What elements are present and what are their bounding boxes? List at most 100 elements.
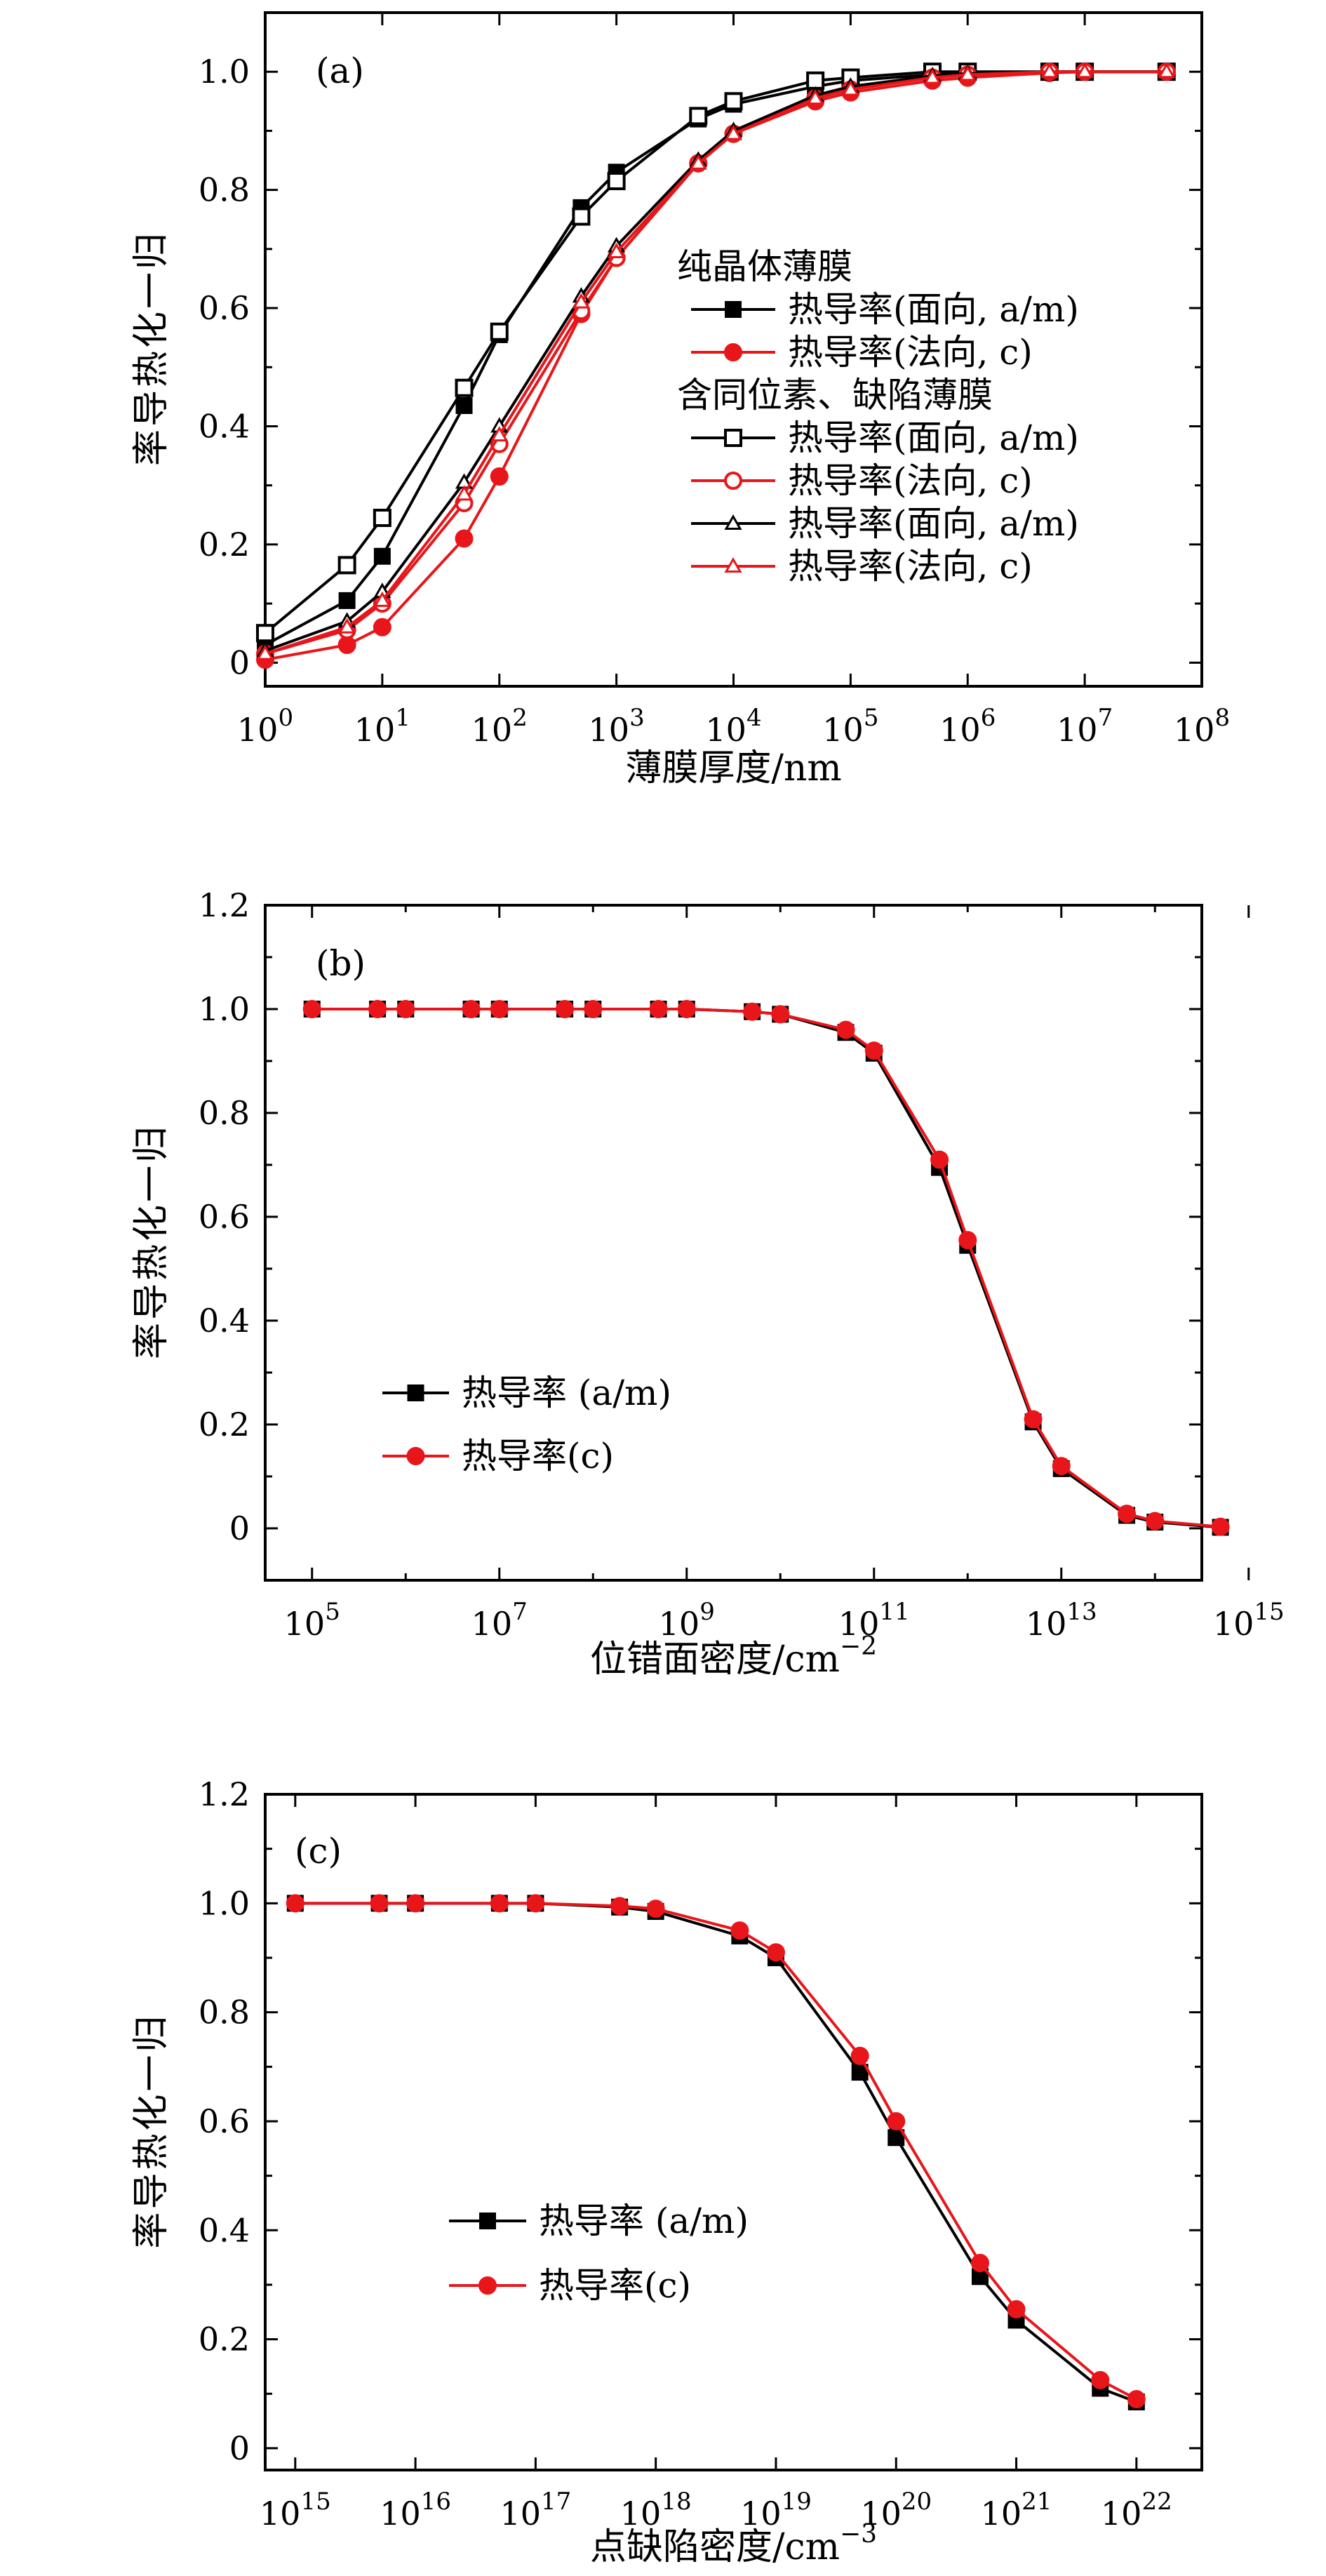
x-tick-label: 1018: [620, 2488, 692, 2532]
y-axis-title-char: 率: [130, 2212, 173, 2248]
data-point: [490, 426, 509, 442]
data-point: [490, 1000, 509, 1018]
y-tick-label: 0.8: [199, 1094, 250, 1132]
series-line: [312, 1008, 1221, 1528]
data-point: [730, 1921, 749, 1940]
y-tick-label: 0.4: [199, 1302, 250, 1340]
y-tick-label: 1.0: [199, 53, 250, 91]
series-1: [286, 1894, 1146, 2409]
y-axis-title-char: 热: [130, 351, 173, 387]
data-point: [373, 618, 391, 636]
y-tick-label: 0.4: [199, 2211, 250, 2249]
x-tick-label: 1015: [260, 2488, 331, 2532]
x-tick-label: 108: [1174, 704, 1230, 749]
x-tick-label: 1017: [500, 2488, 571, 2532]
legend: 热导率 (a/m) 热导率(c): [382, 1373, 671, 1476]
legend-marker: [724, 343, 742, 361]
data-point: [338, 618, 356, 634]
x-tick-label: 1016: [380, 2488, 451, 2532]
y-tick-label: 0.2: [199, 2321, 250, 2358]
data-point: [556, 1000, 575, 1018]
x-tick-label: 1013: [1026, 1598, 1097, 1643]
series-0: [286, 1895, 1145, 2410]
legend-marker: [478, 2276, 497, 2295]
x-tick-label: 107: [1057, 704, 1113, 749]
data-point: [646, 1900, 665, 1918]
x-tick-label: 103: [589, 704, 645, 749]
data-point: [958, 1231, 977, 1250]
x-tick-label: 107: [471, 1598, 528, 1643]
y-axis-title-char: 率: [130, 429, 173, 466]
data-point: [923, 68, 942, 84]
y-axis-title-char: 热: [130, 2133, 173, 2170]
y-axis-title-char: 导: [130, 1283, 173, 1320]
legend-marker: [406, 1447, 425, 1465]
y-axis-title-char: 化: [130, 1205, 173, 1241]
x-tick-label: 106: [939, 704, 996, 749]
plot-frame: [264, 904, 1203, 1582]
x-tick-label: 102: [471, 704, 528, 749]
data-point: [406, 1894, 425, 1913]
y-tick-label: 0.6: [199, 289, 250, 327]
y-axis-title-char: 一: [130, 1166, 173, 1202]
panel-label: (b): [316, 943, 366, 984]
data-point: [1127, 2390, 1146, 2409]
legend-label: 热导率 (a/m): [462, 1373, 671, 1413]
data-point: [337, 556, 356, 575]
data-point: [724, 92, 743, 111]
y-axis-title-char: 归: [130, 1126, 173, 1163]
data-point: [649, 1000, 668, 1018]
legend-marker: [479, 2213, 496, 2229]
data-point: [1007, 2300, 1026, 2318]
series-5: [256, 62, 1176, 660]
data-point: [1146, 1511, 1165, 1530]
data-point: [743, 1002, 762, 1021]
data-point: [368, 1000, 387, 1018]
data-point: [455, 397, 473, 414]
data-point: [490, 467, 509, 486]
data-point: [841, 80, 859, 96]
data-point: [373, 591, 391, 607]
data-point: [286, 1894, 304, 1913]
data-point: [1024, 1410, 1043, 1429]
legend-label: 热导率(c): [462, 1436, 614, 1476]
data-point: [370, 1894, 389, 1913]
series-0: [257, 63, 1175, 654]
data-point: [864, 1041, 883, 1060]
y-tick-label: 0.2: [199, 1406, 250, 1443]
data-point: [572, 207, 591, 226]
legend-marker: [725, 301, 742, 318]
x-tick-label: 1021: [981, 2488, 1052, 2532]
data-point: [256, 644, 274, 660]
y-tick-label: 0: [229, 2429, 250, 2467]
x-axis-title: 薄膜厚度/nm: [625, 747, 841, 789]
x-tick-label: 1015: [1213, 1598, 1285, 1643]
y-tick-label: 0.2: [199, 526, 250, 563]
data-point: [302, 1000, 321, 1018]
legend: 热导率 (a/m) 热导率(c): [449, 2201, 749, 2306]
legend-marker: [724, 556, 742, 573]
data-point: [572, 293, 590, 309]
data-point: [526, 1894, 545, 1913]
y-axis-title-char: 导: [130, 390, 173, 427]
x-tick-label: 101: [354, 704, 410, 749]
series-line: [264, 70, 1167, 655]
data-point: [1052, 1457, 1071, 1476]
y-tick-label: 0.6: [199, 1198, 250, 1236]
x-tick-label: 104: [705, 704, 761, 749]
y-tick-label: 0.4: [199, 407, 250, 445]
data-point: [373, 509, 391, 527]
data-point: [455, 378, 474, 397]
series-line: [312, 1008, 1221, 1529]
data-point: [689, 154, 707, 170]
chart-panel-a: 100 101 102 103 104 105 106 107 108 0 0.2 0.4 0.6 0.8…: [130, 11, 1230, 789]
legend-label: 热导率(c): [539, 2265, 691, 2306]
y-tick-label: 0.6: [199, 2102, 250, 2140]
panel-label: (c): [295, 1831, 342, 1871]
y-tick-label: 1.2: [199, 1775, 250, 1813]
y-tick-label: 1.0: [199, 1884, 250, 1922]
data-point: [338, 592, 356, 609]
plot-frame: [264, 1793, 1203, 2471]
